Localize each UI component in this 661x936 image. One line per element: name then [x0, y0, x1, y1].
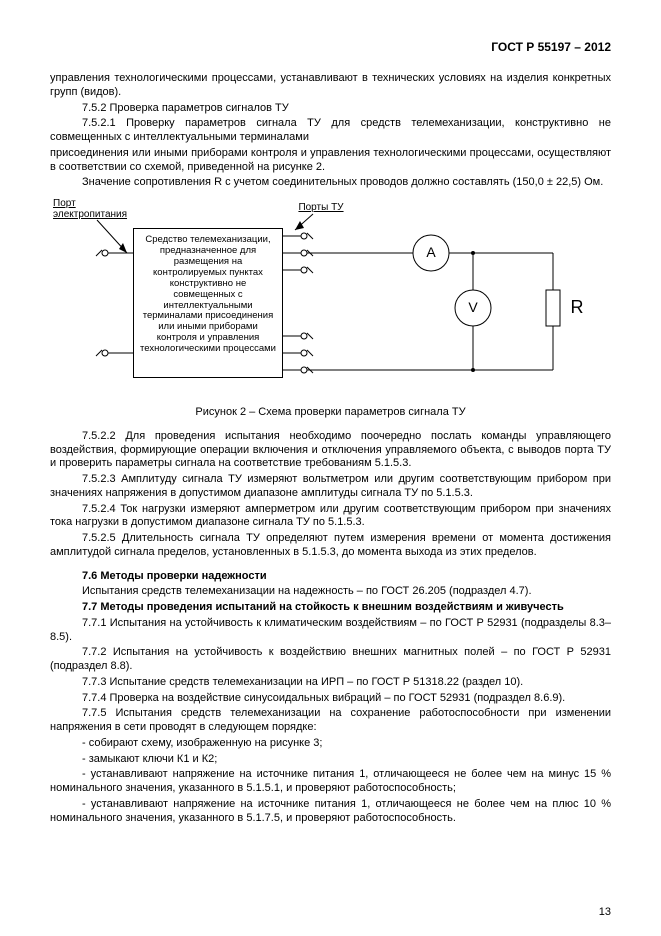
figure-2-caption: Рисунок 2 – Схема проверки параметров си…: [50, 406, 611, 420]
paragraph-intro: управления технологическими процессами, …: [50, 72, 611, 100]
paragraph-752: 7.5.2 Проверка параметров сигналов ТУ: [50, 102, 611, 116]
heading-76: 7.6 Методы проверки надежности: [50, 570, 611, 584]
paragraph-775c: - устанавливают напряжение на источнике …: [50, 768, 611, 796]
paragraph-7521b: присоединения или иными приборами контро…: [50, 147, 611, 175]
paragraph-774: 7.7.4 Проверка на воздействие синусоидал…: [50, 692, 611, 706]
paragraph-773: 7.7.3 Испытание средств телемеханизации …: [50, 676, 611, 690]
paragraph-7523: 7.5.2.3 Амплитуду сигнала ТУ измеряют во…: [50, 473, 611, 501]
ammeter-label: А: [423, 245, 439, 260]
paragraph-775d: - устанавливают напряжение на источнике …: [50, 798, 611, 826]
schematic-svg: [53, 198, 608, 398]
paragraph-76a: Испытания средств телемеханизации на над…: [50, 585, 611, 599]
resistor-label: R: [567, 298, 587, 318]
paragraph-771: 7.7.1 Испытания на устойчивость к климат…: [50, 617, 611, 645]
page-number: 13: [599, 906, 611, 918]
document-header: ГОСТ Р 55197 – 2012: [50, 40, 611, 54]
paragraph-772: 7.7.2 Испытания на устойчивость к воздей…: [50, 646, 611, 674]
heading-77: 7.7 Методы проведения испытаний на стойк…: [50, 601, 611, 615]
paragraph-7524: 7.5.2.4 Ток нагрузки измеряют амперметро…: [50, 503, 611, 531]
paragraph-7521c: Значение сопротивления R с учетом соедин…: [50, 176, 611, 190]
voltmeter-label: V: [465, 300, 481, 315]
page: { "header": "ГОСТ Р 55197 – 2012", "page…: [0, 0, 661, 936]
paragraph-7522: 7.5.2.2 Для проведения испытания необход…: [50, 430, 611, 471]
paragraph-7521a: 7.5.2.1 Проверку параметров сигнала ТУ д…: [50, 117, 611, 145]
paragraph-775b: - замыкают ключи К1 и К2;: [50, 753, 611, 767]
schematic-figure-2: Порт электропитания Порты ТУ Средство те…: [53, 198, 608, 398]
paragraph-775: 7.7.5 Испытания средств телемеханизации …: [50, 707, 611, 735]
paragraph-7525: 7.5.2.5 Длительность сигнала ТУ определя…: [50, 532, 611, 560]
paragraph-775a: - собирают схему, изображенную на рисунк…: [50, 737, 611, 751]
